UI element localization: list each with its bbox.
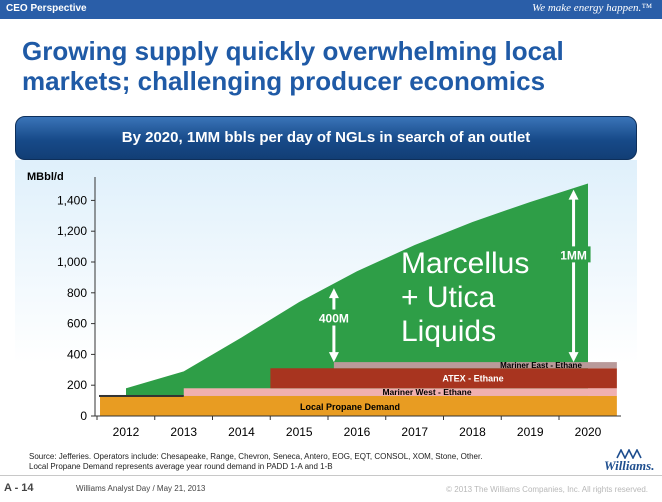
- x-tick-label-5: 2017: [401, 425, 428, 439]
- source-line-1: Source: Jefferies. Operators include: Ch…: [29, 452, 483, 461]
- y-tick-label-4: 800: [67, 286, 87, 300]
- y-tick-label-6: 1,200: [57, 224, 87, 238]
- series-area-marcellus-utica: [126, 183, 588, 416]
- x-tick-label-6: 2018: [459, 425, 486, 439]
- y-tick-label-3: 600: [67, 317, 87, 331]
- section-label: CEO Perspective: [6, 3, 87, 14]
- band-local-propane-demand: [100, 395, 617, 416]
- annotation-1mm-arrowhead-down: [568, 352, 579, 363]
- y-tick-label-0: 0: [80, 409, 87, 423]
- area-label-line-1: Marcellus: [401, 247, 529, 280]
- annotation-400m-arrowhead-up: [328, 288, 339, 299]
- annotation-1mm-arrowhead-up: [568, 189, 579, 200]
- x-tick-label-4: 2016: [344, 425, 371, 439]
- footer-divider: [0, 475, 662, 476]
- chart: MBbl/d 0 200 400 600 800 1,000 1,200 1,400 Local …: [27, 171, 621, 439]
- annotation-400m-arrowhead-down: [328, 352, 339, 363]
- williams-logo: Williams.: [604, 458, 655, 473]
- slide-title: Growing supply quickly overwhelming loca…: [22, 36, 564, 96]
- band-mariner-west-ethane: [183, 388, 617, 396]
- x-tick-label-3: 2015: [286, 425, 313, 439]
- x-tick-label-7: 2019: [517, 425, 544, 439]
- band-atex-ethane: [270, 368, 617, 389]
- page-number: A - 14: [4, 482, 34, 494]
- footer-copyright: © 2013 The Williams Companies, Inc. All …: [446, 485, 648, 494]
- area-label-line-2: + Utica: [401, 281, 496, 314]
- x-tick-label-0: 2012: [113, 425, 140, 439]
- y-tick-label-7: 1,400: [57, 193, 87, 207]
- area-label-line-3: Liquids: [401, 315, 496, 348]
- x-tick-label-2: 2014: [228, 425, 255, 439]
- annotation-400m-label-bg: [315, 309, 352, 326]
- source-note: Source: Jefferies. Operators include: Ch…: [29, 452, 482, 472]
- band-label-mariner-west-ethane: Mariner West - Ethane: [382, 387, 471, 397]
- annotation-400m-label: 400M: [319, 312, 349, 326]
- y-axis-label: MBbl/d: [27, 171, 64, 183]
- annotation-1mm-label: 1MM: [560, 248, 587, 262]
- x-tick-label-8: 2020: [575, 425, 602, 439]
- source-line-2: Local Propane Demand represents average …: [29, 462, 333, 471]
- footer-event: Williams Analyst Day / May 21, 2013: [76, 484, 206, 493]
- y-tick-label-1: 200: [67, 378, 87, 392]
- x-tick-label-1: 2013: [170, 425, 197, 439]
- y-tick-label-5: 1,000: [57, 255, 87, 269]
- chart-banner: By 2020, 1MM bbls per day of NGLs in sea…: [15, 116, 637, 160]
- top-bar: CEO Perspective We make energy happen.™: [0, 0, 662, 19]
- band-label-local-propane-demand: Local Propane Demand: [300, 402, 400, 412]
- logo-mark-icon: [616, 449, 642, 459]
- band-top-edge: [99, 394, 184, 397]
- y-tick-label-2: 400: [67, 347, 87, 361]
- chart-area: MBbl/d 0 200 400 600 800 1,000 1,200 1,400 Local …: [15, 160, 637, 450]
- annotation-1mm-label-bg: [556, 246, 591, 263]
- band-label-atex-ethane: ATEX - Ethane: [442, 373, 503, 383]
- band-mariner-east-ethane: [333, 362, 617, 369]
- band-label-mariner-east-ethane: Mariner East - Ethane: [500, 361, 582, 370]
- tagline: We make energy happen.™: [532, 2, 652, 14]
